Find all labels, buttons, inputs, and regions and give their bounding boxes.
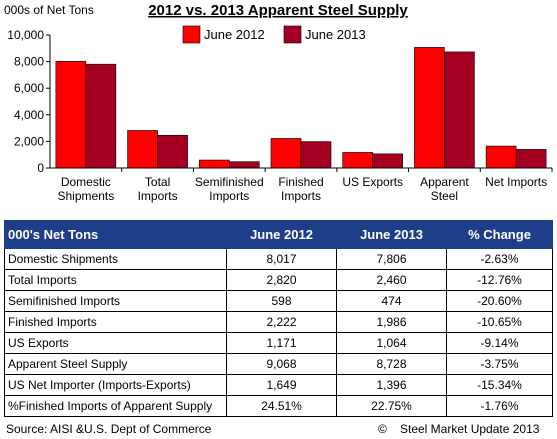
bars <box>55 47 547 169</box>
x-tick-label: Total <box>145 175 170 189</box>
table-cell: -20.60% <box>446 290 553 312</box>
legend-swatch <box>182 25 201 44</box>
y-tick-label: 8,000 <box>14 55 44 69</box>
y-axis: 0 2,000 4,000 6,000 8,000 10,000 <box>7 28 51 175</box>
table-cell: 2,820 <box>226 269 337 291</box>
table-cell: 22.75% <box>336 395 447 417</box>
table-cell: -12.76% <box>446 269 553 291</box>
row-label: Total Imports <box>4 269 227 291</box>
table-cell: 2,460 <box>336 269 447 291</box>
y-tick-label: 0 <box>37 161 44 175</box>
bar-june-2013 <box>372 153 404 169</box>
bar-june-2013 <box>444 51 475 169</box>
table-cell: 24.51% <box>226 395 337 417</box>
table-row: Domestic Shipments 8,017 7,806 -2.63% <box>4 248 553 270</box>
x-tick-label: Steel <box>431 189 458 203</box>
row-label: Domestic Shipments <box>4 248 227 270</box>
x-tick-label: Imports <box>281 189 321 203</box>
y-tick-label: 6,000 <box>14 81 44 95</box>
bar-june-2012 <box>198 159 230 169</box>
x-axis: DomesticShipmentsTotalImportsSemifinishe… <box>50 167 553 203</box>
row-label: US Exports <box>4 332 227 354</box>
bar-june-2013 <box>300 141 332 169</box>
header-cell: 000's Net Tons <box>4 220 227 249</box>
x-tick-label: US Exports <box>342 175 403 189</box>
header-cell: % Change <box>446 220 553 249</box>
row-label: Apparent Steel Supply <box>4 353 227 375</box>
table-cell: -1.76% <box>446 395 553 417</box>
copyright-symbol: © <box>378 422 387 436</box>
row-label: Semifinished Imports <box>4 290 227 312</box>
table-cell: -10.65% <box>446 311 553 333</box>
table-cell: 474 <box>336 290 447 312</box>
row-label: %Finished Imports of Apparent Supply <box>4 395 227 417</box>
bar-june-2013 <box>515 149 547 169</box>
table-cell: 1,986 <box>336 311 447 333</box>
table-row: Semifinished Imports 598 474 -20.60% <box>4 290 553 312</box>
table-cell: 2,222 <box>226 311 337 333</box>
table-cell: -9.14% <box>446 332 553 354</box>
table-cell: 1,064 <box>336 332 447 354</box>
bar-june-2013 <box>157 134 188 169</box>
table-cell: -2.63% <box>446 248 553 270</box>
header-cell: June 2013 <box>336 220 447 249</box>
copyright-note: Steel Market Update 2013 <box>400 422 540 436</box>
table-cell: 9,068 <box>226 353 337 375</box>
row-label: Finished Imports <box>4 311 227 333</box>
y-tick-label: 10,000 <box>7 28 44 42</box>
table-row: Apparent Steel Supply 9,068 8,728 -3.75% <box>4 353 553 375</box>
data-table: 000's Net Tons June 2012 June 2013 % Cha… <box>4 220 553 417</box>
table-cell: 7,806 <box>336 248 447 270</box>
table-cell: 8,728 <box>336 353 447 375</box>
table-cell: 598 <box>226 290 337 312</box>
bar-june-2013 <box>85 63 117 169</box>
x-tick-label: Imports <box>138 189 178 203</box>
x-tick-label: Finished <box>278 175 323 189</box>
bar-june-2012 <box>127 130 158 169</box>
bar-june-2012 <box>342 152 374 169</box>
bar-chart: 2012 vs. 2013 Apparent Steel Supply 000s… <box>4 2 553 203</box>
bar-june-2012 <box>485 145 517 169</box>
bar-june-2012 <box>414 47 445 169</box>
table-cell: 1,171 <box>226 332 337 354</box>
x-tick-label: Shipments <box>58 189 115 203</box>
table-row: US Net Importer (Imports-Exports) 1,649 1,… <box>4 374 553 396</box>
y-axis-label: 000s of Net Tons <box>4 3 94 17</box>
x-tick-label: Apparent <box>420 175 469 189</box>
table-cell: -15.34% <box>446 374 553 396</box>
table-row: Total Imports 2,820 2,460 -12.76% <box>4 269 553 291</box>
row-label: US Net Importer (Imports-Exports) <box>4 374 227 396</box>
bar-june-2012 <box>55 61 87 169</box>
x-tick-label: Semifinished <box>195 175 264 189</box>
legend-label: June 2013 <box>305 27 366 42</box>
x-tick-label: Domestic <box>61 175 111 189</box>
table-cell: -3.75% <box>446 353 553 375</box>
legend-swatch <box>283 25 302 44</box>
table-cell: 8,017 <box>226 248 337 270</box>
table-row: %Finished Imports of Apparent Supply 24.5… <box>4 395 553 417</box>
y-tick-label: 2,000 <box>14 134 44 148</box>
table-row: US Exports 1,171 1,064 -9.14% <box>4 332 553 354</box>
chart-title: 2012 vs. 2013 Apparent Steel Supply <box>148 2 408 19</box>
table-header-row: 000's Net Tons June 2012 June 2013 % Cha… <box>4 220 553 249</box>
x-tick-label: Net Imports <box>485 175 547 189</box>
table-cell: 1,396 <box>336 374 447 396</box>
table-row: Finished Imports 2,222 1,986 -10.65% <box>4 311 553 333</box>
bar-june-2012 <box>270 138 302 169</box>
legend-label: June 2012 <box>204 27 265 42</box>
bar-june-2013 <box>228 161 260 169</box>
header-cell: June 2012 <box>226 220 337 249</box>
x-tick-label: Imports <box>209 189 249 203</box>
source-note: Source: AISI &U.S. Dept of Commerce <box>6 422 212 436</box>
legend: June 2012 June 2013 <box>182 25 366 44</box>
table-cell: 1,649 <box>226 374 337 396</box>
y-tick-label: 4,000 <box>14 108 44 122</box>
